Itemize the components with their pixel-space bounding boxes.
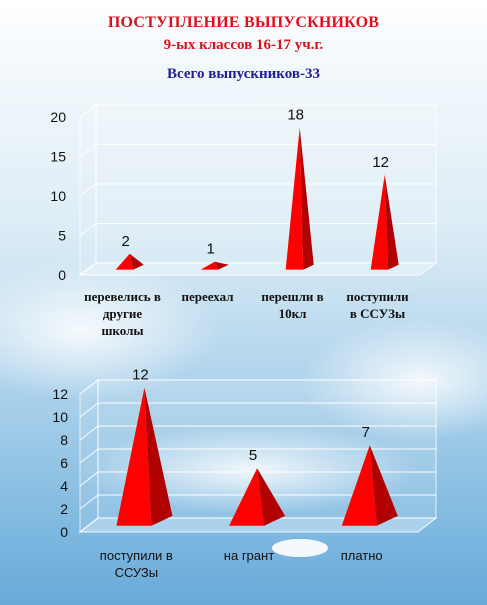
- chart1-tick-label: 10: [50, 188, 66, 204]
- chart1-category-label: поступили в ССУЗы: [346, 289, 409, 321]
- chart2-tick-label: 4: [60, 478, 68, 494]
- chart1-tick-label: 20: [50, 109, 66, 125]
- chart1-data-label: 12: [372, 154, 389, 171]
- chart1-data-label: 2: [122, 233, 130, 250]
- chart2-gridline: [79, 494, 436, 510]
- chart1-gridline: [79, 223, 436, 236]
- chart1-gridline: [79, 183, 436, 197]
- chart1-data-label: 18: [287, 106, 304, 123]
- chart1-gridline: [79, 104, 436, 118]
- chart2-tick-label: 12: [52, 386, 68, 402]
- chart2-cone-front: [341, 445, 377, 526]
- chart2-gridline: [79, 379, 436, 395]
- chart2-category-label: на грант: [223, 548, 275, 563]
- chart1-cone-side: [384, 174, 399, 270]
- chart2-data-label: 7: [362, 424, 370, 441]
- chart2-tick-label: 2: [60, 501, 68, 517]
- chart2-gridline: [79, 402, 436, 418]
- chart1-cone-side: [129, 253, 144, 270]
- chart2-tick-label: 0: [60, 524, 68, 540]
- chart2-cone-front: [229, 468, 265, 526]
- chart2-gridline: [79, 448, 436, 464]
- chart1-data-label: 1: [207, 241, 215, 258]
- chart2-data-label: 5: [249, 447, 257, 464]
- chart2-tick-label: 6: [60, 455, 68, 471]
- chart2-cone-side: [257, 468, 286, 526]
- chart1-gridline: [79, 262, 436, 276]
- chart1-cone-front: [370, 174, 389, 270]
- chart1-gridline: [79, 144, 436, 157]
- chart1-cone-side: [299, 127, 314, 270]
- chart2-tick-label: 8: [60, 432, 68, 448]
- chart2-cone-side: [144, 387, 173, 526]
- chart1-cone-front: [200, 261, 219, 270]
- chart1-tick-label: 15: [50, 149, 66, 165]
- chart1-category-label: переехал: [181, 289, 234, 304]
- chart1-tick-label: 5: [58, 228, 66, 244]
- chart1-cone-front: [115, 253, 134, 270]
- page-title: ПОСТУПЛЕНИЕ ВЫПУСКНИКОВ: [107, 14, 380, 31]
- chart2-category-label: поступили в ССУЗы: [99, 548, 173, 580]
- chart2-category-label: платно: [340, 548, 383, 563]
- chart1-category-label: перешли в 10кл: [261, 289, 324, 321]
- chart1-cone-side: [214, 261, 229, 270]
- chart2-gridline: [79, 425, 436, 441]
- chart2-data-label: 12: [132, 367, 149, 384]
- chart2-tick-label: 10: [52, 409, 68, 425]
- chart2-gridline: [79, 517, 436, 533]
- chart1-tick-label: 0: [58, 267, 66, 283]
- chart2-cone-front: [116, 387, 152, 526]
- chart1-cone-front: [285, 127, 304, 270]
- graduates-total: Всего выпускников-33: [167, 66, 320, 82]
- chart2-gridline: [79, 471, 436, 487]
- chart2-cone-side: [369, 445, 398, 526]
- chart1-category-label: перевелись в другие школы: [84, 289, 161, 338]
- page-subtitle: 9-ых классов 16-17 уч.г.: [163, 37, 324, 53]
